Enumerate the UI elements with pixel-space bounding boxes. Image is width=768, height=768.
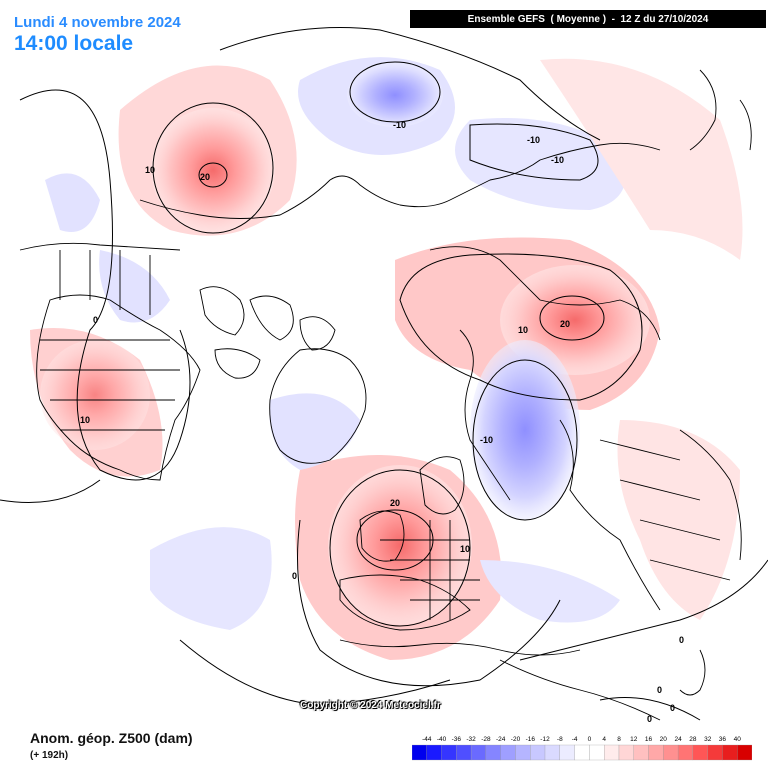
legend-tick-label: 4 (602, 736, 606, 743)
svg-text:0: 0 (647, 714, 652, 724)
legend-color-box (677, 744, 694, 761)
svg-text:0: 0 (292, 571, 297, 581)
legend-color-box (412, 744, 427, 761)
svg-text:0: 0 (670, 703, 675, 713)
legend-color-box (618, 744, 634, 761)
legend-tick-label: 0 (588, 736, 592, 743)
svg-text:20: 20 (560, 319, 570, 329)
legend-color-box (559, 744, 575, 761)
legend-tick-label: -20 (511, 736, 521, 743)
contours (0, 27, 768, 721)
svg-text:0: 0 (679, 635, 684, 645)
legend-tick-label: -40 (437, 736, 447, 743)
legend-color-box (707, 744, 723, 761)
legend-tick-label: 16 (645, 736, 653, 743)
svg-text:20: 20 (390, 498, 400, 508)
lead-time-label: (+ 192h) (30, 750, 69, 761)
greenland-outline (269, 348, 367, 464)
legend-tick-label: -8 (557, 736, 563, 743)
legend-color-box (441, 744, 457, 761)
svg-text:-10: -10 (551, 155, 564, 165)
legend-tick-label: 36 (719, 736, 727, 743)
anomaly-arctic-low (347, 63, 443, 127)
legend-color-box (574, 744, 590, 761)
legend-color-box (737, 744, 752, 761)
legend-tick-label: 28 (689, 736, 697, 743)
legend-tick-label: 32 (704, 736, 712, 743)
copyright-text: Copyright © 2024 Meteociel.fr (300, 700, 441, 711)
svg-text:10: 10 (518, 325, 528, 335)
legend-tick-label: -28 (481, 736, 491, 743)
anomaly-pacific-high (151, 108, 275, 232)
legend-color-box (544, 744, 560, 761)
legend-color-box (648, 744, 664, 761)
svg-text:10: 10 (145, 165, 155, 175)
legend-color-box (515, 744, 531, 761)
forecast-time: 14:00 locale (14, 32, 134, 55)
legend-color-box (604, 744, 620, 761)
forecast-date: Lundi 4 novembre 2024 (14, 14, 181, 31)
legend-color-box (663, 744, 679, 761)
legend-tick-label: 24 (674, 736, 682, 743)
legend-tick-label: -12 (540, 736, 550, 743)
legend-tick-label: 12 (630, 736, 638, 743)
legend-tick-label: -24 (496, 736, 506, 743)
svg-text:-10: -10 (527, 135, 540, 145)
legend-color-box (692, 744, 708, 761)
anomaly-west-siberia-low (470, 340, 580, 520)
color-legend: -44 -40 -36 -32 -28 -24 -20 -16 -12 -8 -4 0 4 8 12 16 20… (412, 736, 752, 761)
legend-color-box (470, 744, 487, 761)
svg-text:10: 10 (460, 544, 470, 554)
legend-tick-label: -36 (452, 736, 462, 743)
variable-label: Anom. géop. Z500 (dam) (30, 730, 193, 746)
anomaly-europe-high (328, 465, 472, 625)
legend-color-box (456, 744, 472, 761)
legend-tick-label: -4 (572, 736, 578, 743)
model-run-label: Ensemble GEFS ( Moyenne ) - 12 Z du 27/1… (410, 10, 766, 28)
legend-color-box (500, 744, 516, 761)
legend-tick-label: 20 (660, 736, 668, 743)
coastlines (19, 69, 752, 721)
legend-tick-label: 8 (617, 736, 621, 743)
anomaly-north-america-high (40, 340, 150, 450)
legend-color-box (722, 744, 738, 761)
svg-text:20: 20 (200, 172, 210, 182)
legend-tick-label: -32 (466, 736, 476, 743)
legend-color-box (530, 744, 546, 761)
svg-text:-10: -10 (393, 120, 406, 130)
svg-text:0: 0 (93, 315, 98, 325)
legend-color-box (589, 744, 605, 761)
legend-color-box (633, 744, 649, 761)
legend-tick-label: -16 (526, 736, 536, 743)
svg-text:10: 10 (80, 415, 90, 425)
legend-tick-label: 40 (734, 736, 742, 743)
legend-color-box (485, 744, 501, 761)
legend-color-box (426, 744, 442, 761)
svg-text:-10: -10 (480, 435, 493, 445)
contour-labels: 20 10 -10 -10 -10 10 20 -10 20 10 0 0 10… (80, 120, 684, 724)
svg-text:0: 0 (657, 685, 662, 695)
legend-tick-label: -44 (422, 736, 432, 743)
